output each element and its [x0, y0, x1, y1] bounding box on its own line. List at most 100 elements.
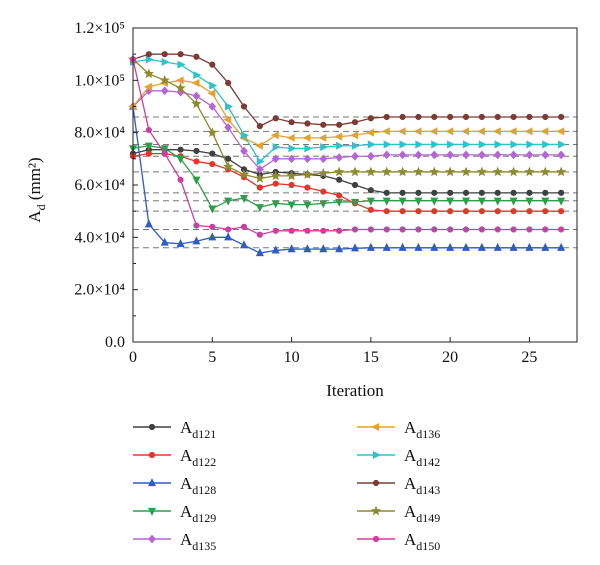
legend-item-d143: Ad143 [357, 474, 440, 497]
data-point-d121 [225, 155, 232, 162]
data-point-d129 [430, 197, 439, 206]
legend-label: Ad121 [180, 418, 216, 441]
data-point-d135 [287, 154, 296, 164]
data-point-d129 [335, 198, 344, 207]
data-point-d122 [320, 188, 327, 195]
data-point-d150 [193, 222, 200, 229]
x-tick-label: 0 [129, 349, 137, 366]
series-d150 [129, 56, 565, 238]
data-point-d121 [367, 187, 374, 194]
y-axis-label-unit: (mm²) [25, 157, 44, 204]
data-point-d150 [272, 227, 279, 234]
data-point-d150 [288, 227, 295, 234]
data-point-d135 [462, 150, 470, 160]
data-point-d136 [524, 127, 533, 136]
data-point-d143 [399, 113, 406, 121]
data-point-d135 [351, 151, 359, 161]
data-point-d149 [429, 166, 440, 177]
data-point-d129 [509, 197, 518, 206]
data-point-d129 [303, 201, 312, 210]
legend-marker [370, 505, 382, 516]
data-point-d149 [381, 166, 392, 177]
data-point-d143 [542, 113, 549, 121]
data-point-d121 [177, 146, 184, 153]
data-point-d149 [254, 173, 265, 183]
y-axis: 0.0 2.0×10⁴ 4.0×10⁴ 6.0×10⁴ 8.0×10⁴ 1.0×10⁵ 1.… [74, 20, 138, 351]
data-point-d142 [431, 140, 440, 149]
data-point-d135 [525, 150, 534, 160]
data-point-d128 [208, 232, 217, 241]
data-point-d129 [477, 197, 486, 206]
data-point-d122 [399, 208, 406, 215]
data-point-d128 [541, 242, 550, 251]
data-point-d142 [304, 144, 313, 153]
data-point-d150 [320, 227, 327, 234]
data-point-d150 [462, 226, 470, 233]
legend-label: Ad122 [180, 446, 216, 469]
data-point-d129 [160, 145, 169, 154]
data-point-d122 [447, 208, 454, 215]
series-line-d122 [132, 152, 562, 212]
data-point-d142 [272, 143, 281, 152]
data-point-d143 [462, 113, 470, 121]
data-point-d129 [192, 176, 201, 185]
data-point-d129 [493, 197, 502, 206]
data-point-d129 [525, 197, 534, 206]
data-point-d128 [192, 236, 201, 245]
data-point-d136 [508, 127, 517, 136]
data-point-d149 [445, 166, 456, 177]
data-point-d121 [526, 189, 533, 196]
series-line-d143 [132, 53, 562, 127]
data-point-d150 [558, 226, 565, 233]
data-point-d136 [445, 127, 454, 136]
data-point-d128 [382, 242, 391, 251]
data-point-d129 [366, 197, 375, 206]
data-point-d136 [461, 127, 470, 136]
data-point-d143 [431, 113, 438, 121]
series-d149 [127, 54, 567, 183]
data-point-d143 [145, 51, 152, 58]
data-point-d150 [145, 126, 152, 134]
data-point-d150 [383, 226, 390, 233]
data-point-d136 [143, 82, 152, 91]
data-point-d143 [336, 121, 343, 128]
legend-label-main: A [404, 502, 417, 521]
data-point-d121 [542, 189, 549, 196]
data-point-d122 [272, 180, 279, 187]
data-point-d135 [493, 150, 502, 160]
data-point-d143 [526, 113, 533, 121]
data-point-d128 [446, 242, 455, 251]
data-point-d136 [476, 127, 485, 136]
data-point-d122 [510, 208, 517, 215]
legend-label: Ad136 [404, 418, 440, 441]
data-point-d142 [256, 157, 265, 166]
series-line-d136 [132, 79, 562, 147]
data-point-d142 [225, 102, 234, 111]
data-point-d143 [177, 51, 184, 58]
data-point-d128 [557, 242, 566, 251]
data-point-d143 [161, 51, 168, 58]
data-point-d128 [525, 242, 534, 251]
data-point-d135 [208, 102, 217, 111]
data-point-d150 [209, 223, 216, 230]
data-point-d149 [175, 82, 186, 93]
legend-label: Ad129 [180, 502, 216, 525]
legend-label-main: A [404, 530, 417, 549]
data-point-d129 [239, 194, 249, 204]
data-point-d150 [225, 226, 232, 233]
y-tick-label: 0.0 [105, 334, 125, 351]
legend-label: Ad149 [404, 502, 440, 525]
data-point-d143 [367, 115, 374, 122]
data-point-d150 [494, 226, 501, 233]
data-point-d142 [193, 71, 202, 80]
data-point-d142 [478, 140, 487, 149]
data-point-d135 [192, 91, 201, 101]
y-tick-label: 8.0×10⁴ [74, 125, 125, 142]
data-point-d143 [351, 119, 359, 126]
data-point-d129 [350, 198, 360, 207]
data-point-d142 [399, 140, 408, 149]
data-point-d143 [415, 113, 422, 121]
data-point-d121 [336, 176, 343, 183]
data-point-d142 [161, 58, 170, 67]
data-point-d150 [336, 227, 343, 234]
